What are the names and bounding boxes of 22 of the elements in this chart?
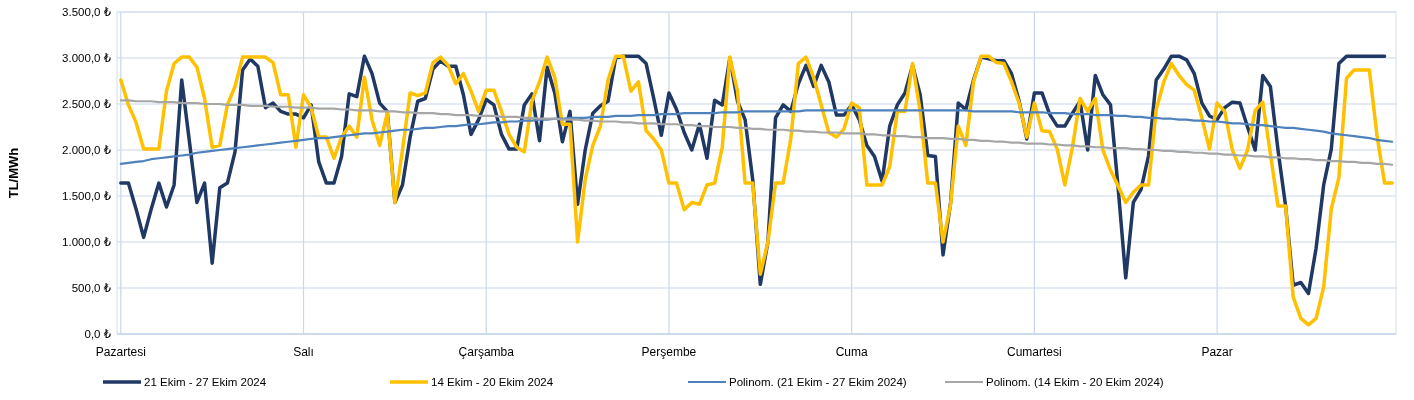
legend-label: 14 Ekim - 20 Ekim 2024 <box>431 376 554 389</box>
y-tick-label: 1.000,0 ₺ <box>62 236 112 249</box>
x-tick-label: Cuma <box>835 345 868 359</box>
line-series <box>119 99 1394 166</box>
legend-label: 21 Ekim - 27 Ekim 2024 <box>144 376 267 389</box>
legend-label: Polinom. (21 Ekim - 27 Ekim 2024) <box>729 376 907 389</box>
y-tick-label: 3.500,0 ₺ <box>62 6 112 19</box>
x-tick-label: Pazartesi <box>95 345 146 359</box>
x-tick-label: Cumartesi <box>1007 345 1062 359</box>
x-tick-label: Pazar <box>1201 345 1233 359</box>
x-tick-label: Salı <box>293 345 314 359</box>
y-tick-label: 1.500,0 ₺ <box>62 190 112 203</box>
y-tick-label: 2.000,0 ₺ <box>62 144 112 157</box>
legend-label: Polinom. (14 Ekim - 20 Ekim 2024) <box>986 376 1164 389</box>
x-tick-label: Çarşamba <box>458 345 515 359</box>
x-tick-label: Perşembe <box>641 345 697 359</box>
y-tick-label: 0,0 ₺ <box>84 328 112 341</box>
y-axis-title: TL/MWh <box>6 147 21 199</box>
y-tick-label: 500,0 ₺ <box>71 282 112 295</box>
y-tick-label: 3.000,0 ₺ <box>62 52 112 65</box>
y-tick-label: 2.500,0 ₺ <box>62 98 112 111</box>
line-series <box>119 109 1394 165</box>
